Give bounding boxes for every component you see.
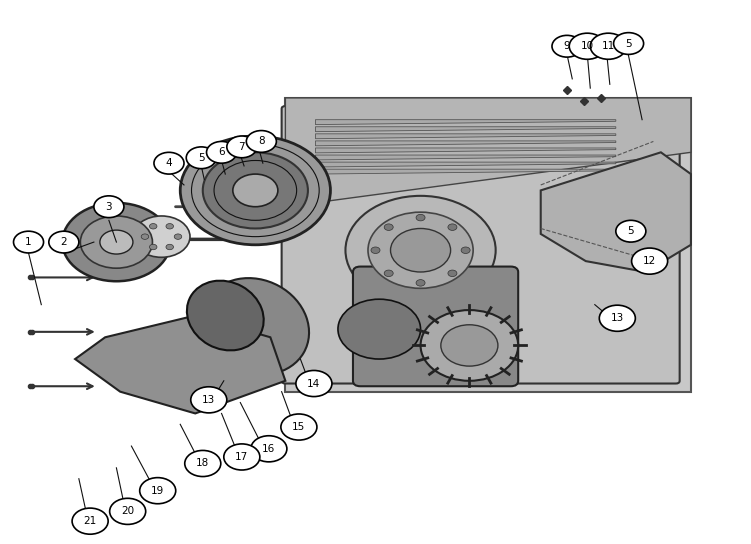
- Text: 4: 4: [166, 158, 172, 168]
- Text: 13: 13: [202, 395, 216, 405]
- Ellipse shape: [187, 281, 264, 350]
- Circle shape: [207, 141, 237, 163]
- Text: 10: 10: [581, 41, 594, 51]
- FancyBboxPatch shape: [353, 267, 518, 386]
- Circle shape: [385, 224, 394, 231]
- Circle shape: [149, 224, 157, 229]
- Circle shape: [191, 387, 227, 413]
- Text: 7: 7: [239, 142, 245, 152]
- Polygon shape: [315, 148, 616, 153]
- Circle shape: [569, 33, 605, 59]
- Circle shape: [185, 450, 221, 477]
- Text: 11: 11: [602, 41, 615, 51]
- Circle shape: [441, 325, 498, 366]
- Circle shape: [180, 136, 330, 245]
- Ellipse shape: [201, 278, 309, 375]
- Circle shape: [166, 244, 173, 250]
- FancyBboxPatch shape: [282, 106, 680, 384]
- Circle shape: [110, 498, 146, 524]
- Text: 17: 17: [235, 452, 249, 462]
- Polygon shape: [315, 127, 616, 132]
- Circle shape: [49, 231, 79, 253]
- Circle shape: [599, 305, 635, 331]
- Circle shape: [246, 131, 276, 152]
- Circle shape: [166, 224, 173, 229]
- Circle shape: [14, 231, 44, 253]
- Polygon shape: [315, 162, 616, 167]
- Text: 6: 6: [219, 147, 225, 157]
- Polygon shape: [285, 98, 691, 392]
- Circle shape: [251, 436, 287, 462]
- Circle shape: [338, 299, 421, 359]
- Text: 1: 1: [26, 237, 32, 247]
- Text: 5: 5: [626, 39, 632, 48]
- Polygon shape: [315, 134, 616, 139]
- Circle shape: [385, 270, 394, 276]
- Text: 13: 13: [611, 313, 624, 323]
- Circle shape: [62, 203, 170, 281]
- Circle shape: [72, 508, 108, 534]
- Circle shape: [224, 444, 260, 470]
- Text: 5: 5: [198, 153, 204, 163]
- Circle shape: [154, 152, 184, 174]
- Polygon shape: [315, 120, 616, 125]
- Text: 2: 2: [61, 237, 67, 247]
- Circle shape: [345, 196, 496, 305]
- Circle shape: [552, 35, 582, 57]
- Circle shape: [461, 247, 470, 254]
- Circle shape: [281, 414, 317, 440]
- Text: 15: 15: [292, 422, 306, 432]
- Polygon shape: [285, 98, 691, 207]
- Text: 16: 16: [262, 444, 276, 454]
- Circle shape: [174, 234, 182, 239]
- Circle shape: [590, 33, 626, 59]
- Circle shape: [227, 136, 257, 158]
- Circle shape: [416, 214, 425, 221]
- Text: 9: 9: [564, 41, 570, 51]
- Circle shape: [233, 174, 278, 207]
- Text: 12: 12: [643, 256, 656, 266]
- Circle shape: [133, 216, 190, 257]
- Text: 8: 8: [258, 137, 264, 146]
- Text: 19: 19: [151, 486, 164, 496]
- Circle shape: [80, 216, 152, 268]
- Text: 5: 5: [628, 226, 634, 236]
- Circle shape: [203, 152, 308, 228]
- Circle shape: [186, 147, 216, 169]
- Text: 14: 14: [307, 379, 321, 388]
- Circle shape: [296, 370, 332, 397]
- Polygon shape: [315, 141, 616, 146]
- Circle shape: [448, 224, 457, 231]
- Circle shape: [448, 270, 457, 276]
- Circle shape: [368, 212, 473, 288]
- Polygon shape: [541, 152, 691, 272]
- Polygon shape: [315, 169, 616, 174]
- Circle shape: [149, 244, 157, 250]
- Text: 3: 3: [106, 202, 112, 212]
- Text: 21: 21: [83, 516, 97, 526]
- Circle shape: [632, 248, 668, 274]
- Circle shape: [100, 230, 133, 254]
- Circle shape: [616, 220, 646, 242]
- Text: 18: 18: [196, 459, 210, 468]
- Circle shape: [140, 478, 176, 504]
- Circle shape: [141, 234, 149, 239]
- Circle shape: [614, 33, 644, 54]
- Circle shape: [94, 196, 124, 218]
- Polygon shape: [315, 155, 616, 160]
- Polygon shape: [75, 316, 285, 413]
- Text: 20: 20: [121, 506, 134, 516]
- Circle shape: [371, 247, 380, 254]
- Circle shape: [391, 228, 451, 272]
- Circle shape: [416, 280, 425, 286]
- Circle shape: [421, 310, 518, 381]
